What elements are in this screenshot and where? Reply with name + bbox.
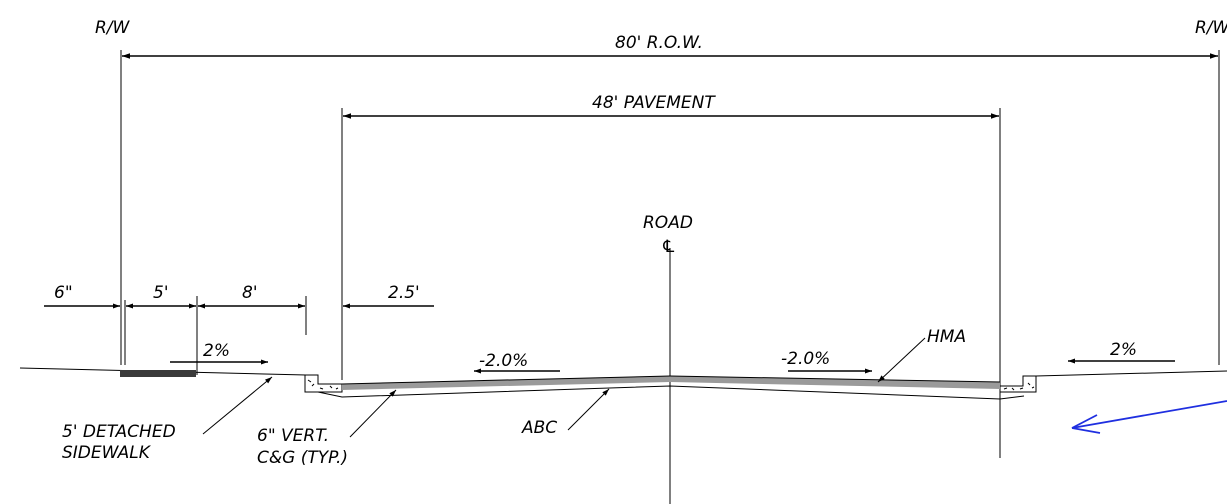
dim-6in-label: 6" bbox=[54, 283, 73, 303]
abc-base-bottom-line bbox=[317, 385, 1025, 400]
curb-leader-line bbox=[349, 389, 397, 438]
sidewalk-label-line1: 5' DETACHED bbox=[62, 422, 176, 442]
left-curb-hatch bbox=[307, 379, 339, 390]
dim-2-5ft-label: 2.5' bbox=[388, 283, 420, 303]
road-label: ROAD bbox=[643, 213, 693, 233]
left-lane-slope-label: -2.0% bbox=[479, 351, 528, 371]
rw-right-label: R/W bbox=[1195, 18, 1227, 38]
dim-5ft-label: 5' bbox=[153, 283, 169, 303]
curb-label-line2: C&G (TYP.) bbox=[257, 448, 348, 468]
left-curb-gutter bbox=[304, 374, 343, 393]
right-lane-slope-label: -2.0% bbox=[781, 349, 830, 369]
left-shoulder-slope-label: 2% bbox=[203, 341, 230, 361]
pavement-top-left bbox=[341, 375, 671, 385]
right-curb-hatch bbox=[1003, 382, 1035, 391]
sidewalk-label-line2: SIDEWALK bbox=[62, 443, 152, 463]
abc-leader-line bbox=[567, 388, 610, 431]
pavement-dimension-label: 48' PAVEMENT bbox=[592, 93, 716, 113]
centerline-symbol: ℄ bbox=[661, 237, 676, 257]
sidewalk-slab bbox=[120, 370, 196, 377]
dim-8ft-label: 8' bbox=[242, 283, 258, 303]
right-curb-gutter bbox=[999, 375, 1037, 393]
hma-label: HMA bbox=[927, 327, 966, 347]
pavement-top-right bbox=[669, 375, 1001, 383]
rw-left-label: R/W bbox=[95, 18, 131, 38]
row-dimension-label: 80' R.O.W. bbox=[615, 33, 703, 53]
hma-pavement-layer bbox=[342, 376, 1000, 390]
abc-label: ABC bbox=[521, 418, 557, 438]
curb-label-line1: 6" VERT. bbox=[257, 426, 329, 446]
ground-line-right bbox=[1035, 370, 1227, 377]
sidewalk-leader-line bbox=[202, 376, 273, 435]
hma-leader-line bbox=[877, 337, 926, 383]
right-shoulder-slope-label: 2% bbox=[1110, 340, 1137, 360]
markup-arrow bbox=[1071, 400, 1227, 434]
